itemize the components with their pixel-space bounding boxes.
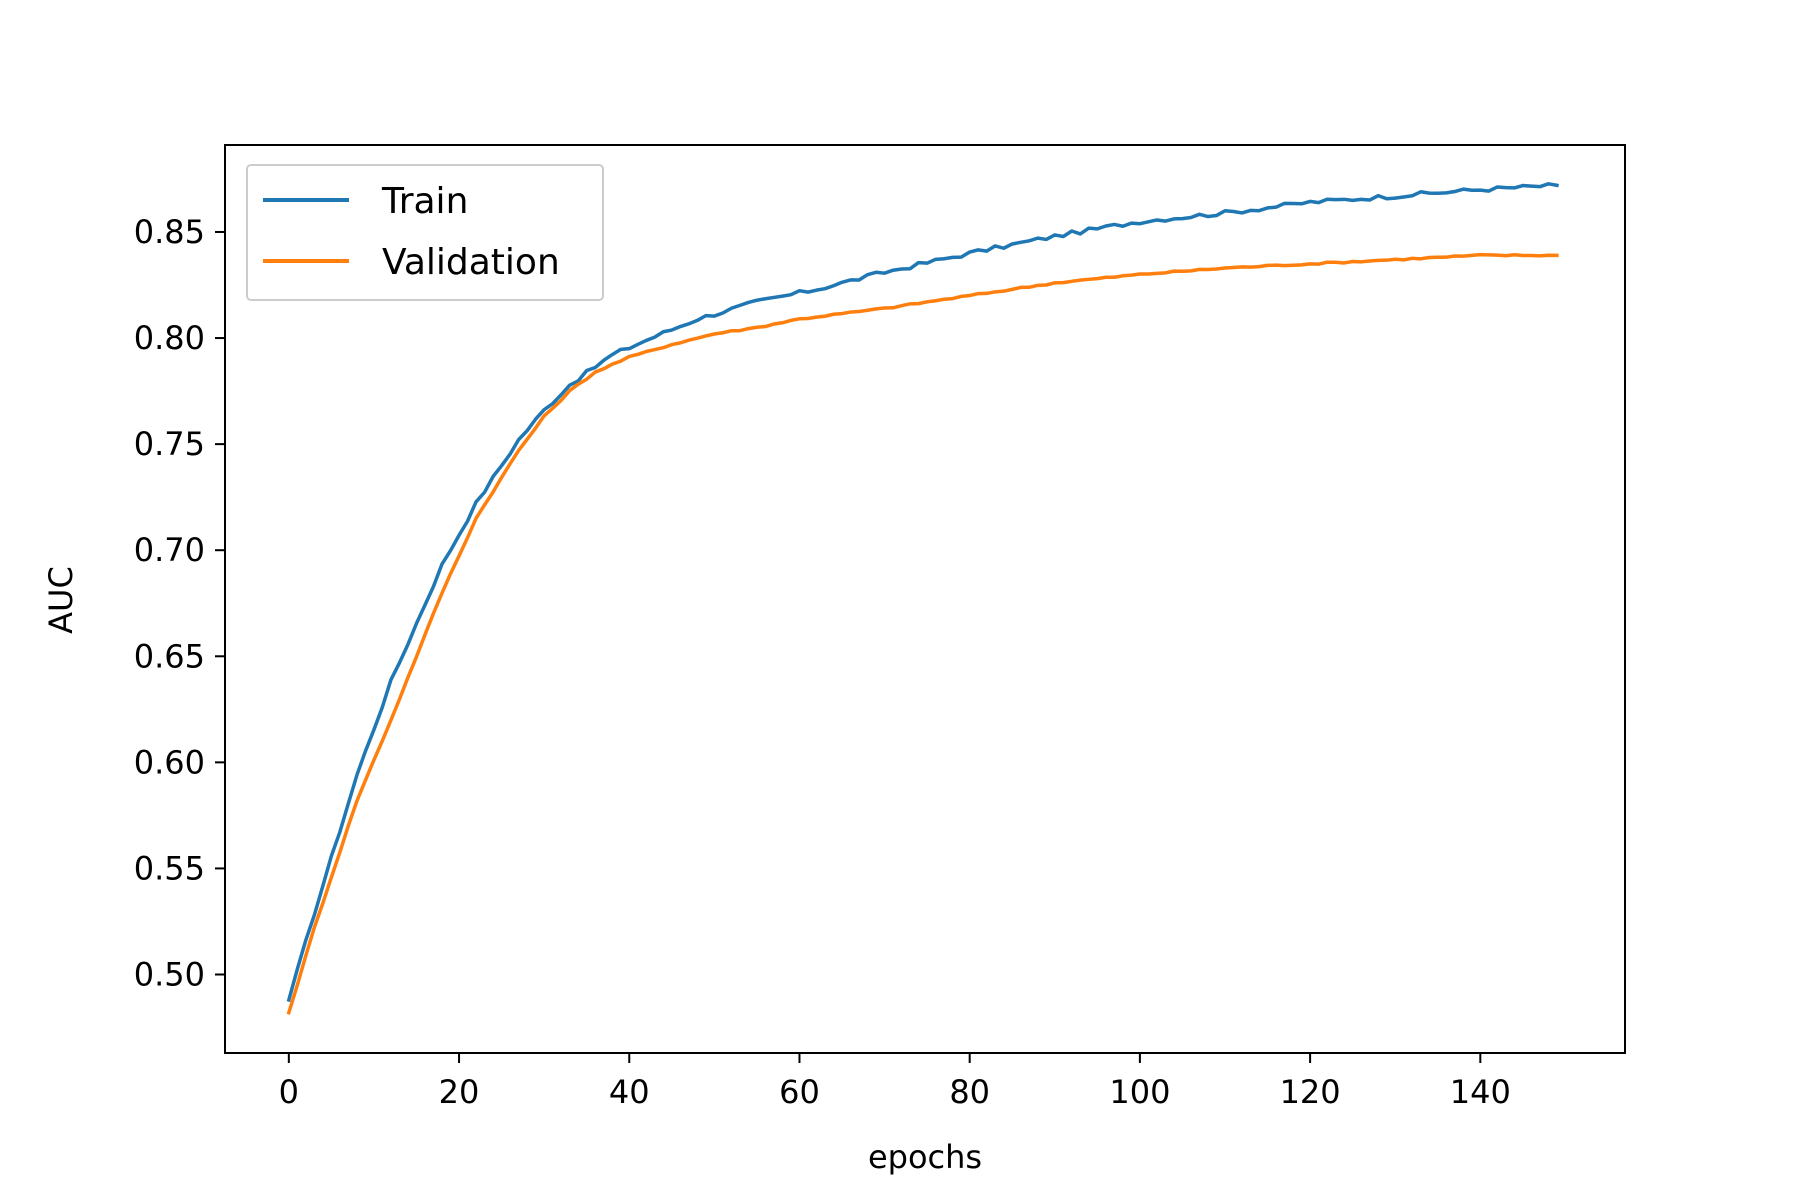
x-tick-label: 20: [439, 1073, 480, 1111]
plot-area: [224, 144, 1626, 1054]
y-tick-label: 0.75: [134, 425, 205, 463]
legend: Train Validation: [246, 164, 604, 301]
x-tick-label: 40: [609, 1073, 650, 1111]
y-tick-label: 0.55: [134, 849, 205, 887]
y-tick-label: 0.70: [134, 531, 205, 569]
y-axis: 0.50 0.55 0.60 0.65 0.70 0.75 0.80 0.85: [134, 213, 225, 994]
plot-frame: [224, 144, 1626, 1054]
x-axis-label: epochs: [868, 1138, 982, 1176]
y-tick-label: 0.65: [134, 637, 205, 675]
series-line-train: [286, 182, 1559, 1003]
legend-label-validation: Validation: [382, 242, 560, 283]
legend-label-train: Train: [381, 181, 468, 222]
x-axis: 0 20 40 60 80 100 120 140: [279, 1053, 1511, 1111]
y-tick-label: 0.60: [134, 743, 205, 781]
y-tick-label: 0.50: [134, 956, 205, 994]
y-tick-label: 0.80: [134, 319, 205, 357]
series-line-validation: [286, 252, 1559, 1015]
y-axis-label: AUC: [42, 566, 80, 634]
x-tick-label: 120: [1280, 1073, 1341, 1111]
x-tick-label: 0: [279, 1073, 299, 1111]
x-tick-label: 140: [1450, 1073, 1511, 1111]
x-tick-label: 80: [949, 1073, 990, 1111]
x-tick-label: 60: [779, 1073, 820, 1111]
y-tick-label: 0.85: [134, 213, 205, 251]
x-tick-label: 100: [1109, 1073, 1170, 1111]
